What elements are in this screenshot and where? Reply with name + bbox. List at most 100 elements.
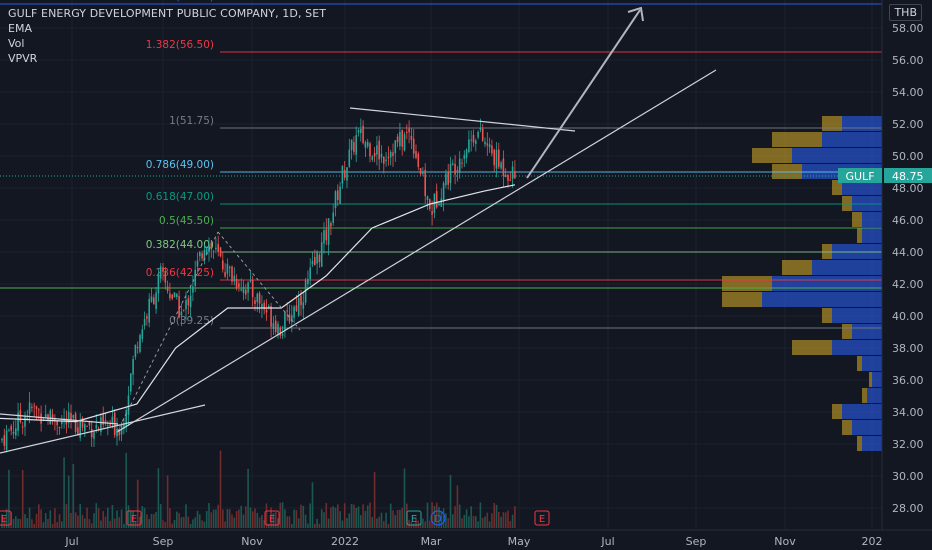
price-tick-label: 46.00 [892, 214, 924, 227]
volume-bar [334, 507, 337, 528]
candle-body [242, 286, 245, 294]
volume-bar [433, 506, 436, 528]
event-marker-E[interactable]: E [264, 510, 280, 526]
candle-body [148, 298, 150, 323]
volume-bar [491, 513, 493, 528]
projection-arrow[interactable] [526, 9, 641, 179]
fib-label: 0.236(42.25) [146, 267, 214, 279]
volume-bar [203, 521, 206, 528]
volume-bars [1, 450, 516, 528]
candle-body [5, 430, 8, 450]
volume-bar [504, 512, 507, 528]
candle-body [77, 427, 79, 436]
candle-body [371, 156, 374, 160]
time-tick-label: May [508, 535, 531, 548]
volume-bar [353, 504, 355, 528]
trend-line-1[interactable] [0, 404, 206, 454]
volume-bar [256, 512, 259, 528]
price-tick-label: 42.00 [892, 278, 924, 291]
volume-bar [77, 515, 79, 528]
volume-bar [286, 516, 288, 528]
chart-title[interactable]: GULF ENERGY DEVELOPMENT PUBLIC COMPANY, … [8, 7, 327, 20]
volume-bar [472, 516, 475, 528]
candle-body [417, 153, 420, 168]
trend-lines[interactable] [0, 6, 717, 454]
volume-bar [31, 519, 33, 528]
volume-bar [56, 522, 58, 528]
candle-body [394, 140, 397, 154]
event-marker-E[interactable]: E [534, 510, 550, 526]
candle-body [249, 280, 252, 282]
trend-line-2[interactable] [0, 413, 119, 425]
candle-body [26, 418, 29, 420]
volume-bar [240, 505, 242, 528]
volume-bar [514, 506, 516, 528]
volume-bar [143, 507, 146, 528]
candle-body [67, 411, 70, 424]
volume-bar [74, 512, 77, 528]
event-marker-E[interactable]: E [0, 510, 12, 526]
candle-body [343, 170, 346, 178]
volume-bar [279, 502, 282, 528]
candle-body [435, 191, 438, 208]
event-marker-D[interactable]: D [430, 510, 446, 526]
dashed-line-2[interactable] [217, 231, 301, 331]
vpvr-down-bar [832, 180, 842, 195]
volume-bar [17, 518, 19, 528]
volume-bar [238, 509, 240, 528]
candle-body [187, 298, 190, 306]
volume-bar [360, 515, 362, 528]
volume-bar [127, 505, 130, 528]
candle-body [309, 267, 311, 280]
candle-body [132, 358, 134, 375]
event-marker-E[interactable]: E [406, 510, 422, 526]
volume-bar [157, 468, 160, 528]
candle-body [189, 295, 192, 308]
price-tick-label: 48.00 [892, 182, 924, 195]
candle-body [178, 295, 180, 318]
candle-body [346, 167, 348, 181]
candle-body [224, 272, 226, 277]
price-tick-label: 28.00 [892, 502, 924, 515]
volume-bar [51, 523, 54, 528]
candle-body [107, 425, 109, 427]
trend-line-3[interactable] [116, 69, 717, 433]
candle-body [479, 127, 482, 130]
candle-body [334, 191, 337, 209]
price-axis[interactable]: 28.00 30.00 32.00 34.00 36.00 38.00 40.00 42.00… [838, 0, 932, 530]
dashed-line[interactable] [116, 231, 219, 433]
vpvr-histogram [722, 116, 882, 451]
volume-bar [19, 519, 22, 528]
candle-body [507, 174, 509, 181]
volume-bar [350, 503, 353, 528]
candle-body [58, 427, 61, 429]
candle-body [12, 431, 15, 434]
candle-body [408, 128, 410, 133]
candles [1, 118, 516, 453]
indicator-vol[interactable]: Vol [8, 37, 25, 50]
candle-body [196, 260, 199, 267]
time-axis[interactable]: Jul Sep Nov 2022 Mar May Jul Sep Nov 202 [0, 529, 932, 548]
indicator-vpvr[interactable]: VPVR [8, 52, 38, 65]
indicator-ema[interactable]: EMA [8, 22, 32, 35]
volume-bar [169, 508, 171, 528]
candle-body [500, 162, 502, 169]
volume-bar [470, 506, 472, 528]
vpvr-up-bar [812, 260, 882, 275]
currency-label[interactable]: THB [889, 4, 922, 21]
volume-bar [364, 510, 367, 528]
fib-label: 1.382(56.50) [146, 39, 214, 51]
volume-bar [185, 504, 187, 528]
volume-bar [97, 508, 100, 528]
volume-bar [81, 514, 84, 528]
candle-body [217, 243, 219, 252]
event-marker-E[interactable]: E [126, 510, 142, 526]
resistance-line[interactable] [349, 107, 576, 132]
volume-bar [120, 509, 123, 528]
volume-bar [233, 517, 236, 528]
volume-bar [291, 523, 293, 528]
volume-bar [118, 517, 121, 528]
candle-body [470, 139, 472, 141]
